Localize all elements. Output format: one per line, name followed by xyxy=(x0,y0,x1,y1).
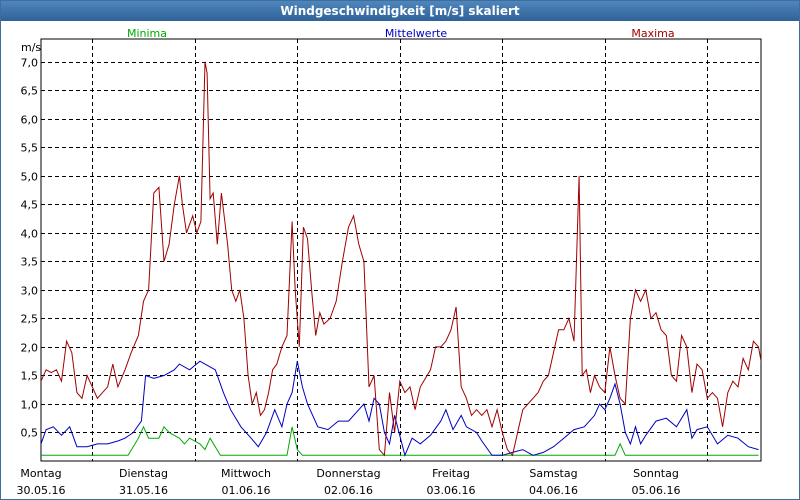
x-tick-date: 02.06.16 xyxy=(324,484,373,497)
x-tick-day: Donnerstag xyxy=(316,467,380,480)
x-tick-day: Montag xyxy=(20,467,61,480)
x-tick-day: Dienstag xyxy=(119,467,168,480)
y-tick-label: 2,5 xyxy=(21,313,39,326)
x-tick-day: Sonntag xyxy=(633,467,679,480)
y-tick-label: 3,0 xyxy=(21,285,39,298)
x-tick-date: 31.05.16 xyxy=(119,484,168,497)
y-tick-label: 4,5 xyxy=(21,199,39,212)
legend-maxima: Maxima xyxy=(631,27,674,40)
y-tick-label: 1,0 xyxy=(21,399,39,412)
y-tick-label: 7,0 xyxy=(21,57,39,70)
y-tick-label: 5,5 xyxy=(21,142,39,155)
y-tick-label: 1,5 xyxy=(21,370,39,383)
x-tick-date: 01.06.16 xyxy=(222,484,271,497)
y-tick-label: 6,0 xyxy=(21,114,39,127)
wind-speed-chart: 0,5 1,0 1,5 2,0 2,5 3,0 3,5 4,0 4,5 5,0 5,5 6,0 6,5 7… xyxy=(17,27,762,497)
y-tick-label: 2,0 xyxy=(21,342,39,355)
x-tick-day: Freitag xyxy=(432,467,470,480)
y-tick-label: 4,0 xyxy=(21,228,39,241)
x-tick-date: 30.05.16 xyxy=(17,484,66,497)
y-tick-label: 3,5 xyxy=(21,256,39,269)
x-tick-day: Samstag xyxy=(529,467,577,480)
y-tick-label: 5,0 xyxy=(21,171,39,184)
y-axis-label: m/s xyxy=(21,41,41,54)
series-line-minima xyxy=(41,425,759,456)
y-tick-label: 0,5 xyxy=(21,427,39,440)
legend-minima: Minima xyxy=(127,27,167,40)
series-line-mittelwerte xyxy=(41,360,759,457)
legend-mittelwerte: Mittelwerte xyxy=(385,27,448,40)
x-tick-date: 05.06.16 xyxy=(632,484,681,497)
window-title: Windgeschwindigkeit [m/s] skaliert xyxy=(1,1,799,21)
y-tick-label: 6,5 xyxy=(21,85,39,98)
x-tick-date: 03.06.16 xyxy=(427,484,476,497)
series-line-maxima xyxy=(41,61,761,457)
x-tick-day: Mittwoch xyxy=(221,467,271,480)
x-tick-date: 04.06.16 xyxy=(529,484,578,497)
